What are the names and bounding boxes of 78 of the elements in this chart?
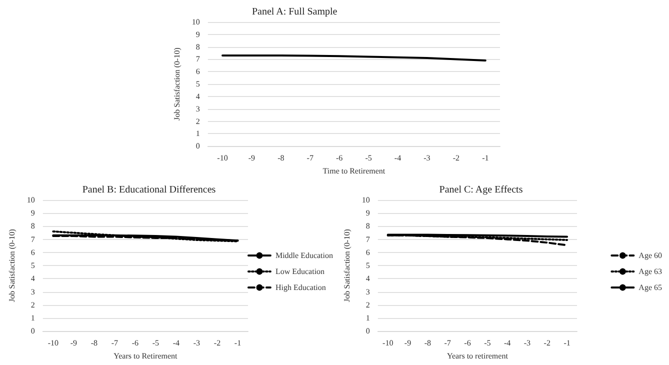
legend-label: Age 60: [638, 251, 662, 260]
y-tick-label: 0: [196, 142, 200, 151]
y-tick-label: 1: [196, 129, 200, 138]
x-tick-label: -7: [111, 338, 118, 348]
y-tick-label: 2: [366, 300, 370, 310]
x-axis-title: Time to Retirement: [322, 166, 386, 176]
y-tick-label: 6: [30, 248, 35, 257]
x-axis-title: Years to retirement: [446, 352, 509, 360]
x-tick-label: -10: [217, 154, 228, 163]
y-tick-label: 2: [30, 300, 35, 310]
x-tick-label: -2: [452, 154, 460, 163]
chart-title: Panel B: Educational Differences: [82, 184, 216, 196]
x-tick-label: -10: [382, 338, 394, 348]
x-tick-label: -2: [544, 338, 550, 348]
x-tick-label: -3: [524, 338, 531, 348]
x-tick-label: -3: [424, 154, 430, 163]
y-tick-label: 6: [196, 67, 200, 76]
x-tick-label: -9: [70, 338, 77, 348]
y-axis-title: Job Satisfaction (0-10): [342, 228, 352, 302]
y-tick-label: 7: [196, 54, 200, 64]
y-axis-title: Job Satisfaction (0-10): [172, 47, 182, 120]
x-tick-label: -7: [444, 338, 451, 348]
y-tick-label: 9: [30, 208, 35, 218]
legend-label: High Education: [275, 283, 326, 292]
y-tick-label: 3: [30, 287, 35, 296]
x-tick-label: -6: [464, 338, 471, 348]
legend-label: Age 63: [638, 267, 662, 276]
legend-label: Middle Education: [275, 251, 334, 260]
x-tick-label: -5: [152, 338, 160, 348]
y-tick-label: 10: [362, 196, 370, 204]
y-tick-label: 0: [366, 326, 370, 336]
x-axis-title: Years to Retirement: [114, 352, 178, 360]
y-tick-label: 8: [366, 222, 370, 231]
y-tick-label: 10: [192, 18, 200, 26]
y-tick-label: 10: [26, 196, 35, 204]
x-tick-label: -8: [278, 154, 284, 163]
y-tick-label: 5: [30, 261, 35, 270]
y-tick-label: 7: [366, 234, 370, 244]
y-tick-label: 8: [196, 42, 200, 52]
chart-title: Panel C: Age Effects: [439, 184, 523, 196]
y-tick-label: 5: [366, 261, 370, 270]
x-tick-label: -1: [482, 154, 489, 163]
y-tick-label: 5: [196, 80, 200, 89]
x-tick-label: -4: [504, 338, 511, 348]
x-tick-label: -8: [90, 338, 98, 348]
x-tick-label: -7: [306, 154, 314, 163]
y-axis-title: Job Satisfaction (0-10): [8, 228, 16, 302]
x-tick-label: -5: [365, 154, 372, 163]
y-tick-label: 8: [30, 222, 35, 231]
x-tick-label: -4: [172, 338, 180, 348]
y-tick-label: 4: [196, 92, 200, 101]
legend-label: Low Education: [275, 267, 325, 276]
x-tick-label: -1: [564, 338, 570, 348]
y-tick-label: 3: [366, 287, 370, 296]
y-tick-label: 4: [30, 274, 35, 284]
x-tick-label: -9: [248, 154, 256, 163]
legend-label: Age 65: [638, 283, 662, 292]
x-tick-label: -2: [214, 338, 221, 348]
x-tick-label: -5: [484, 338, 491, 348]
y-tick-label: 9: [196, 30, 200, 39]
y-tick-label: 1: [30, 313, 35, 322]
x-tick-label: -1: [234, 338, 242, 348]
y-tick-label: 4: [366, 274, 370, 284]
y-tick-label: 6: [366, 248, 370, 257]
x-tick-label: -6: [336, 154, 343, 163]
y-tick-label: 0: [30, 326, 35, 336]
chart-title: Panel A: Full Sample: [252, 6, 338, 18]
y-tick-label: 9: [366, 208, 370, 218]
x-tick-label: -9: [404, 338, 412, 348]
y-tick-label: 7: [30, 234, 35, 244]
x-tick-label: -3: [193, 338, 200, 348]
x-tick-label: -6: [132, 338, 139, 348]
x-tick-label: -8: [424, 338, 432, 348]
y-tick-label: 3: [196, 104, 200, 114]
x-tick-label: -4: [394, 154, 402, 163]
y-tick-label: 2: [196, 116, 200, 126]
x-tick-label: -10: [48, 338, 58, 348]
y-tick-label: 1: [366, 313, 370, 322]
